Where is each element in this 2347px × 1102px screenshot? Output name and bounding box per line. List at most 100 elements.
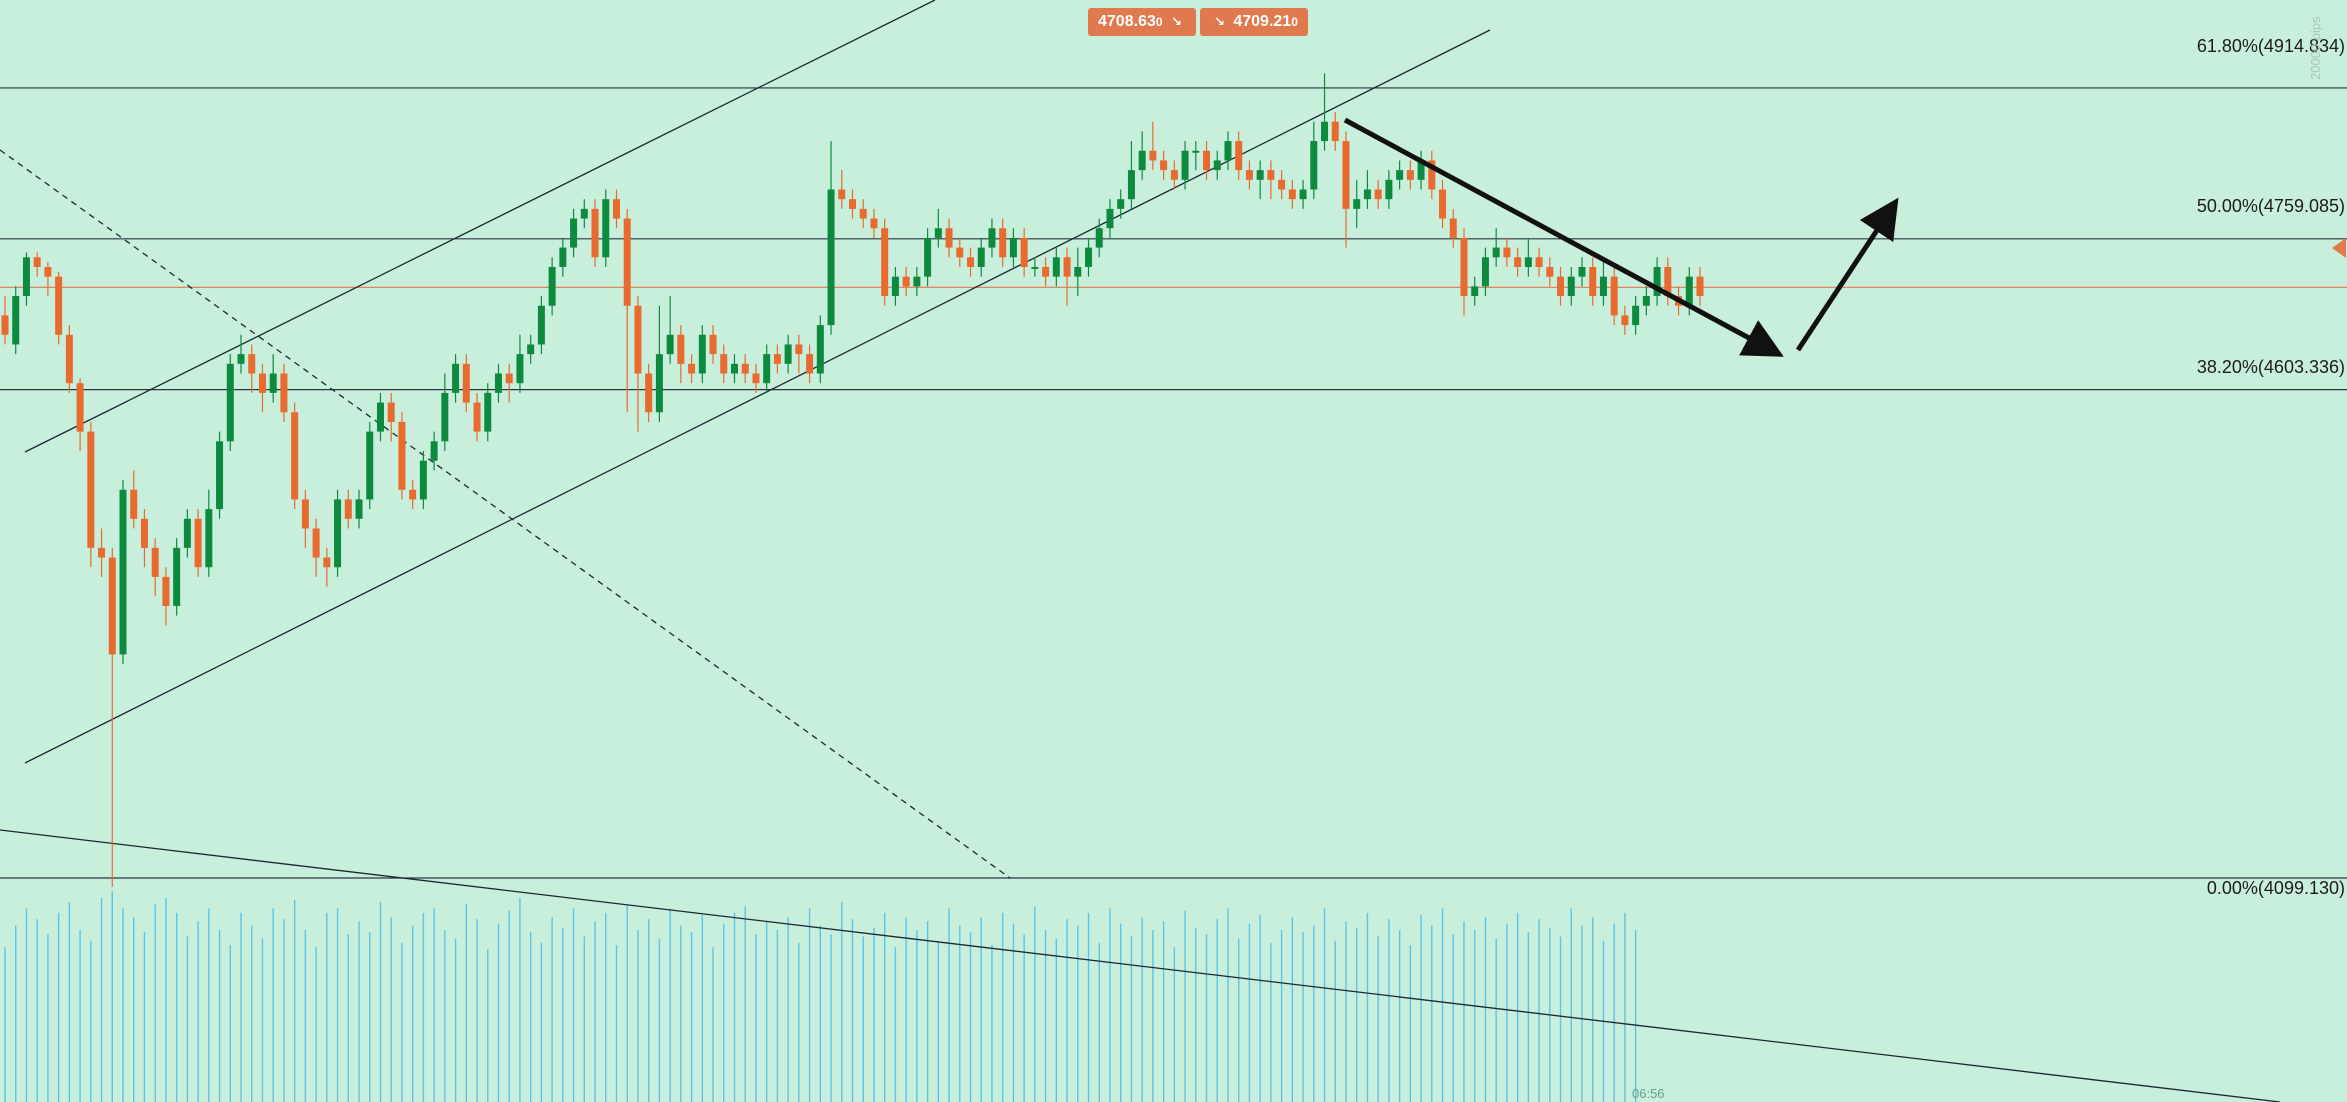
candle-up (1385, 179, 1393, 200)
candle-down (387, 402, 395, 422)
candle-down (688, 363, 696, 374)
trend-line-3 (0, 829, 2281, 1102)
candle-down (612, 199, 620, 219)
candle-down (1557, 276, 1565, 297)
candle-up (1224, 141, 1232, 161)
candle-up (1299, 189, 1307, 200)
candle-up (1181, 150, 1189, 180)
candle-up (452, 363, 460, 393)
current-price-marker (2332, 238, 2346, 258)
candle-up (763, 354, 771, 384)
candle-up (1192, 150, 1200, 153)
candle-down (741, 363, 749, 374)
time-label: 06:56 (1632, 1086, 1665, 1101)
candle-down (1160, 160, 1168, 171)
price-badge-right-suffix: 0 (1291, 15, 1298, 29)
candle-up (913, 276, 921, 287)
candle-up (1481, 257, 1489, 287)
candle-down (945, 228, 953, 248)
fib-label-500: 50.00%(4759.085) (2196, 196, 2345, 216)
candle-down (291, 412, 299, 500)
trend-lines (0, 0, 2281, 1102)
candle-down (1042, 266, 1050, 277)
candle-up (1632, 305, 1640, 326)
candle-down (623, 218, 631, 306)
candle-down (806, 354, 814, 374)
candle-down (473, 402, 481, 432)
candle-down (194, 518, 202, 568)
candle-down (323, 557, 331, 568)
price-badge-right-value: 4709.21 (1233, 13, 1292, 30)
candle-down (130, 489, 138, 519)
candle-up (924, 237, 932, 277)
candle-up (1074, 266, 1082, 277)
candle-down (1203, 150, 1211, 171)
candle-down (1149, 150, 1157, 161)
candle-down (999, 228, 1007, 258)
candle-down (312, 528, 320, 558)
candle-up (419, 460, 427, 500)
candle-up (1009, 237, 1017, 258)
candle-down (1170, 170, 1178, 180)
candle-down (1610, 276, 1618, 316)
candle-up (666, 334, 674, 355)
candle-up (1524, 257, 1532, 267)
candle-down (55, 276, 63, 335)
candle-up (1642, 296, 1650, 306)
candle-down (98, 547, 106, 558)
candle-down (76, 383, 84, 432)
candle-up (12, 296, 20, 345)
candle-down (1020, 237, 1028, 267)
candle-up (226, 363, 234, 442)
candle-down (870, 218, 878, 229)
candle-up (205, 509, 213, 568)
candle-down (1235, 141, 1243, 171)
fib-label-0: 0.00%(4099.130) (2206, 878, 2345, 898)
candle-down (1342, 141, 1350, 209)
candle-up (934, 228, 942, 238)
candle-up (1599, 276, 1607, 297)
candle-down (645, 373, 653, 413)
candle-up (366, 431, 374, 500)
candle-up (730, 363, 738, 374)
candle-up (1095, 228, 1103, 248)
candle-down (709, 334, 717, 355)
candle-down (859, 208, 867, 219)
candle-up (891, 276, 899, 297)
candle-up (1085, 247, 1093, 267)
candle-up (1052, 257, 1060, 277)
candle-down (1428, 160, 1436, 190)
volume-bars (4, 891, 1637, 1102)
candle-up (580, 208, 588, 219)
candles (1, 73, 1704, 887)
candle-down (162, 576, 170, 606)
candle-down (344, 499, 352, 519)
candle-up (1653, 266, 1661, 297)
candle-up (698, 334, 706, 374)
candle-up (22, 257, 30, 297)
candle-up (237, 354, 245, 364)
candle-up (484, 392, 492, 432)
candle-up (1492, 247, 1500, 258)
candle-up (1117, 199, 1125, 209)
candle-up (527, 344, 535, 355)
candle-down (1514, 257, 1522, 267)
candle-up (1310, 141, 1318, 190)
trend-line-0 (24, 0, 936, 453)
price-badge-left: 4708.630 ↘ (1088, 8, 1196, 36)
candle-down (849, 199, 856, 209)
candle-up (430, 441, 438, 461)
candle-up (1031, 266, 1039, 269)
candle-down (838, 189, 846, 200)
down-right-arrow-icon: ↘ (1170, 14, 1182, 29)
candle-up (559, 247, 567, 267)
candle-down (1288, 189, 1296, 200)
candle-up (977, 247, 985, 267)
candle-up (119, 489, 127, 655)
candle-down (505, 373, 513, 384)
candle-up (816, 325, 824, 374)
candle-down (1406, 170, 1414, 180)
candle-down (87, 431, 95, 548)
